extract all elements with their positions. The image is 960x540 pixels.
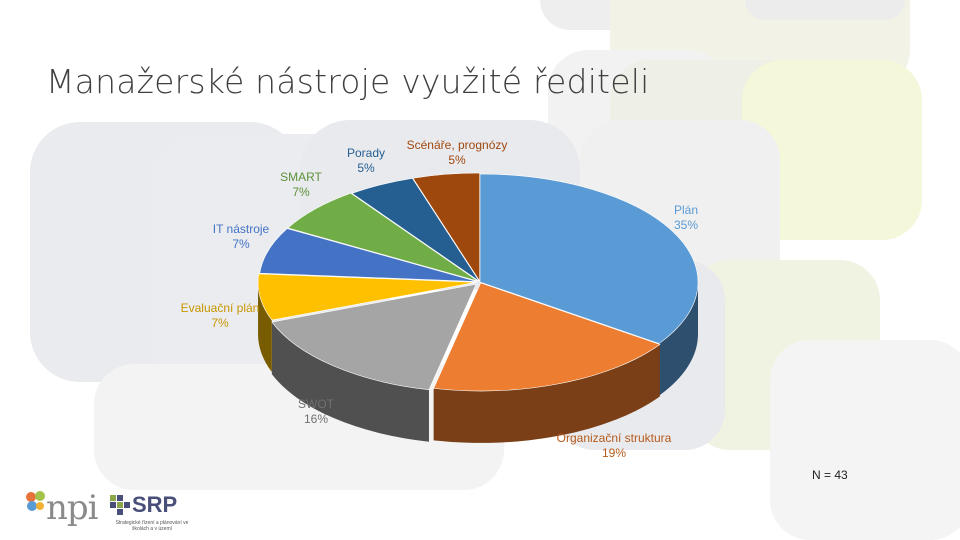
srp-logo-icon [110, 495, 130, 515]
slice-label-1: Organizační struktura 19% [557, 431, 672, 461]
slice-label-name: IT nástroje [212, 222, 270, 236]
pie-side-1 [433, 344, 660, 443]
slice-label-4: IT nástroje 7% [213, 222, 269, 252]
slice-label-name: Organizační struktura [556, 431, 672, 445]
slice-label-name: SMART [280, 170, 322, 184]
slice-label-0: Plán 35% [674, 203, 698, 233]
slice-label-name: Evaluační plán [180, 301, 260, 315]
slice-label-name: Porady [346, 146, 386, 160]
pie-slice-organiza-n-struktura [433, 282, 661, 392]
pie-side-0 [659, 282, 698, 396]
slice-label-percent: 19% [601, 446, 627, 460]
srp-logo: SRP [132, 492, 178, 517]
sample-size-label: N = 43 [812, 468, 848, 482]
pie-slice-evalua-n-pl-n [257, 273, 477, 321]
slice-label-percent: 16% [303, 412, 329, 426]
slice-label-percent: 7% [292, 185, 310, 199]
slice-label-7: Scénáře, prognózy 5% [407, 138, 508, 168]
npi-logo: npi [46, 488, 99, 528]
pie-slice-sc-n-e-progn-zy [412, 172, 480, 283]
pie-side-2 [271, 322, 429, 442]
npi-logo-icon [26, 491, 45, 511]
slice-label-2: SWOT 16% [298, 397, 334, 427]
slice-label-percent: 5% [357, 161, 375, 175]
slice-label-percent: 7% [232, 237, 250, 251]
slice-label-3: Evaluační plán 7% [181, 301, 260, 331]
slide-title: Manažerské nástroje využité řediteli [46, 62, 650, 101]
pie-slice-smart [287, 192, 478, 282]
slice-label-percent: 5% [448, 153, 466, 167]
pie-slice-pl-n [479, 173, 699, 344]
slice-label-6: Porady 5% [347, 146, 385, 176]
srp-logo-subtitle: Strategické řízení a plánování ve školác… [115, 520, 189, 532]
pie-tops [257, 172, 699, 392]
pie-side-3 [258, 282, 272, 373]
slice-label-5: SMART 7% [280, 170, 322, 200]
slice-label-percent: 7% [211, 316, 229, 330]
pie-slice-it-n-stroje [259, 228, 478, 282]
pie-sides [258, 282, 698, 443]
pie-slice-swot [271, 283, 477, 391]
slice-label-percent: 35% [673, 218, 699, 232]
pie-slice-porady [351, 177, 480, 282]
slice-label-name: Scénáře, prognózy [406, 138, 508, 152]
slice-label-name: SWOT [298, 397, 334, 411]
slice-label-name: Plán [673, 203, 699, 217]
